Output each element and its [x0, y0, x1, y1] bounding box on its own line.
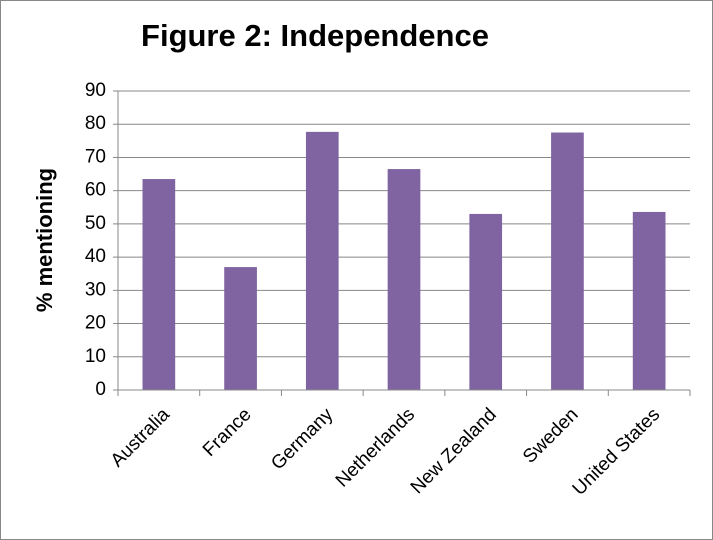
y-tick-label: 70: [85, 146, 106, 167]
chart-title: Figure 2: Independence: [141, 18, 489, 53]
bar: [142, 179, 176, 390]
bar: [551, 132, 584, 390]
y-tick-label: 80: [85, 113, 106, 134]
bar: [387, 169, 421, 390]
y-tick-label: 60: [85, 180, 106, 201]
bar: [469, 213, 503, 390]
y-tick-label: 30: [85, 279, 106, 300]
y-tick-label: 20: [85, 313, 106, 334]
y-tick-label: 0: [95, 379, 106, 400]
y-axis-label: % mentioning: [32, 168, 57, 312]
y-tick-label: 10: [85, 346, 106, 367]
y-tick-label: 50: [85, 213, 106, 234]
bar: [632, 211, 666, 390]
bar: [224, 267, 257, 390]
y-tick-label: 40: [85, 246, 106, 267]
bar: [305, 131, 339, 390]
y-tick-label: 90: [85, 80, 106, 101]
